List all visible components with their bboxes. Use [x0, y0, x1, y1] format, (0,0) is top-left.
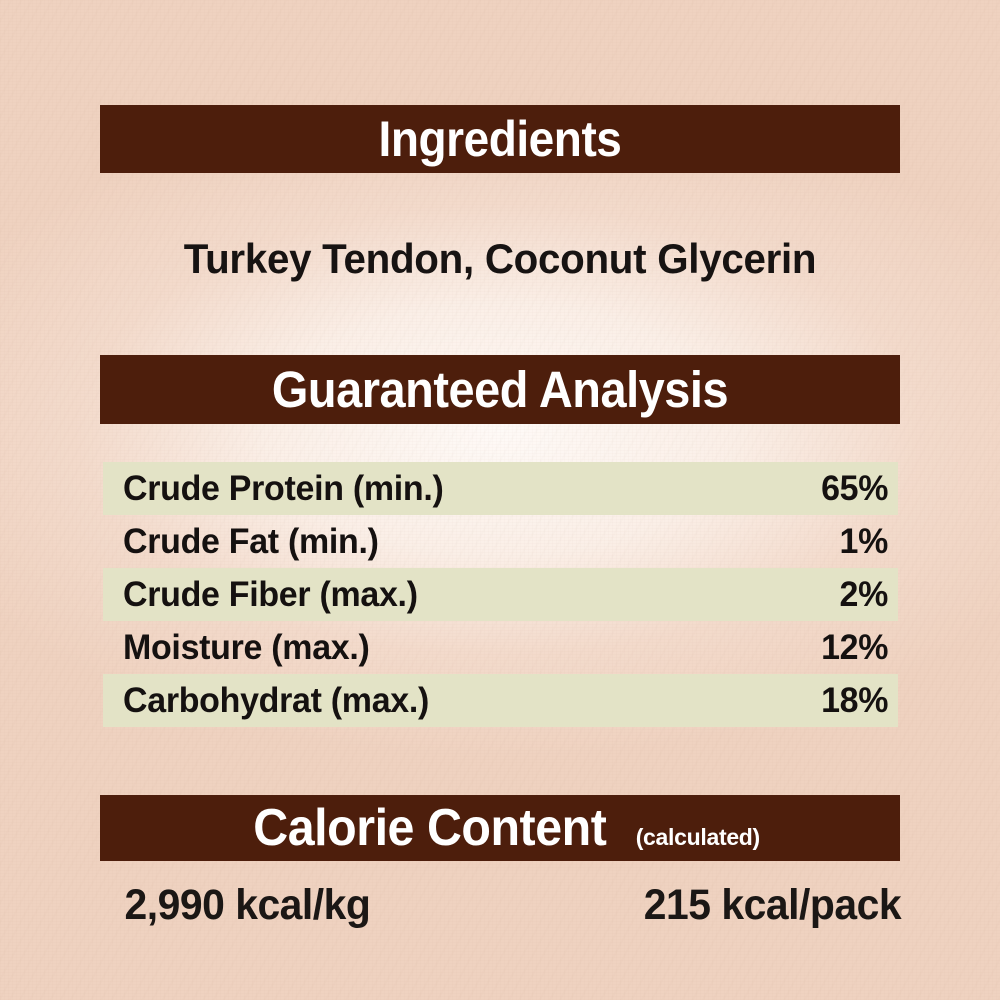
table-row: Crude Fat (min.) 1%: [103, 515, 898, 568]
nutrient-value: 1%: [839, 522, 889, 561]
calorie-values-row: 2,990 kcal/kg 215 kcal/pack: [118, 884, 908, 927]
nutrient-value: 12%: [820, 628, 888, 667]
table-row: Crude Protein (min.) 65%: [103, 462, 898, 515]
guaranteed-analysis-table: Crude Protein (min.) 65% Crude Fat (min.…: [103, 462, 898, 727]
nutrient-label: Moisture (max.): [123, 628, 370, 667]
table-row: Crude Fiber (max.) 2%: [103, 568, 898, 621]
calories-per-kg: 2,990 kcal/kg: [124, 881, 371, 929]
nutrient-value: 18%: [820, 681, 888, 720]
nutrient-value: 2%: [839, 575, 889, 614]
table-row: Carbohydrat (max.) 18%: [103, 674, 898, 727]
nutrient-label: Crude Fat (min.): [123, 522, 379, 561]
nutrient-label: Crude Protein (min.): [123, 469, 444, 508]
calorie-content-heading: Calorie Content: [253, 799, 607, 857]
table-row: Moisture (max.) 12%: [103, 621, 898, 674]
nutrient-label: Crude Fiber (max.): [123, 575, 418, 614]
ingredients-text: Turkey Tendon, Coconut Glycerin: [183, 235, 817, 282]
ingredients-heading: Ingredients: [378, 111, 622, 167]
calorie-content-header-bar: Calorie Content (calculated): [100, 795, 900, 861]
nutrient-label: Carbohydrat (max.): [123, 681, 430, 720]
guaranteed-analysis-header-bar: Guaranteed Analysis: [100, 355, 900, 424]
calorie-heading-group: Calorie Content (calculated): [240, 802, 760, 854]
calorie-content-heading-note: (calculated): [635, 824, 761, 850]
guaranteed-analysis-heading: Guaranteed Analysis: [271, 361, 729, 418]
nutrient-value: 65%: [820, 469, 888, 508]
ingredients-header-bar: Ingredients: [100, 105, 900, 173]
calories-per-pack: 215 kcal/pack: [643, 881, 902, 929]
